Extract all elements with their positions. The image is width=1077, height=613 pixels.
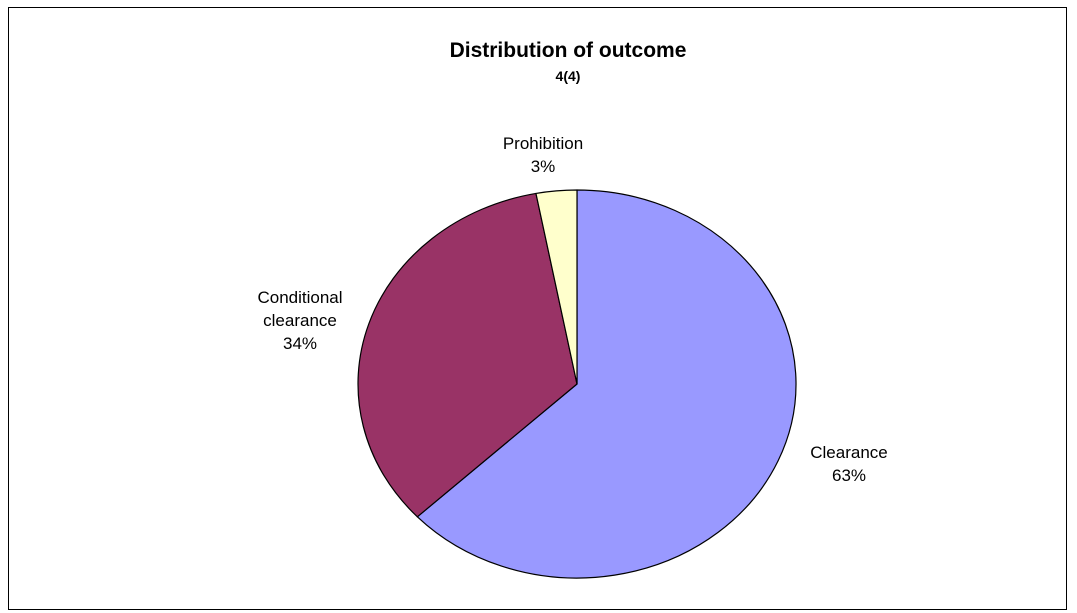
chart-title: Distribution of outcome: [450, 39, 687, 62]
chart-frame: Distribution of outcome 4(4) Clearance 63…: [8, 7, 1067, 610]
pie-slice-conditional-clearance: [357, 192, 578, 518]
pie-slice-clearance: [416, 189, 797, 579]
pie-chart: Distribution of outcome 4(4) Clearance 63…: [257, 39, 888, 579]
pie-slices: [357, 189, 797, 579]
slice-label-conditional-clearance: Conditional clearance 34%: [257, 288, 342, 353]
pie-slice-prohibition: [535, 189, 578, 385]
slice-label-prohibition: Prohibition 3%: [503, 134, 583, 176]
slice-label-clearance: Clearance 63%: [810, 443, 888, 485]
chart-subtitle: 4(4): [556, 68, 581, 84]
slice-labels: Clearance 63% Conditional clearance 34% Prohi…: [257, 134, 887, 485]
